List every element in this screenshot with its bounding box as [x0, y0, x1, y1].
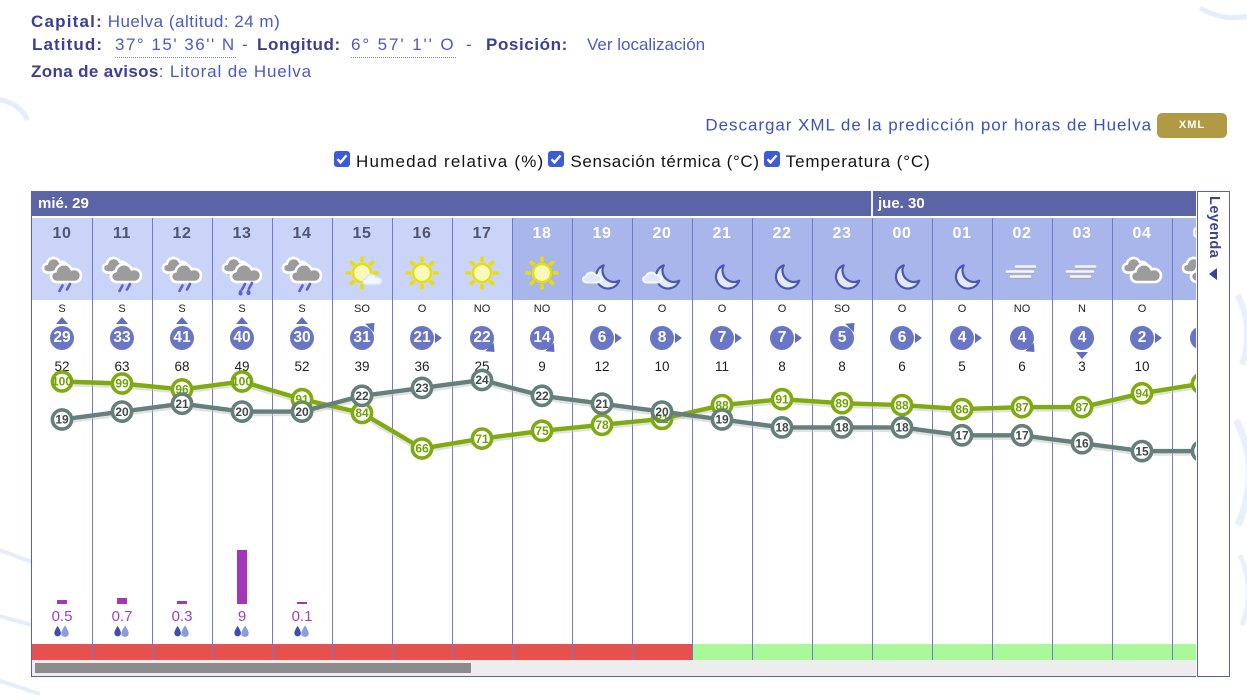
- svg-text:81: 81: [655, 412, 669, 426]
- svg-text:24: 24: [475, 373, 489, 387]
- svg-text:16: 16: [1075, 436, 1089, 450]
- svg-text:88: 88: [895, 398, 909, 412]
- svg-text:88: 88: [715, 398, 729, 412]
- svg-text:18: 18: [835, 421, 849, 435]
- svg-text:18: 18: [895, 421, 909, 435]
- svg-text:19: 19: [55, 413, 69, 427]
- svg-text:21: 21: [595, 397, 609, 411]
- svg-text:100: 100: [52, 375, 72, 389]
- svg-text:21: 21: [175, 397, 189, 411]
- svg-text:78: 78: [595, 418, 609, 432]
- svg-text:15: 15: [1135, 444, 1149, 458]
- svg-text:19: 19: [715, 413, 729, 427]
- svg-text:91: 91: [775, 392, 789, 406]
- svg-text:18: 18: [775, 421, 789, 435]
- svg-text:22: 22: [535, 389, 549, 403]
- svg-text:20: 20: [115, 405, 129, 419]
- svg-text:94: 94: [1135, 387, 1149, 401]
- svg-text:17: 17: [1015, 429, 1029, 443]
- svg-text:84: 84: [355, 406, 369, 420]
- svg-text:100: 100: [232, 375, 252, 389]
- svg-text:17: 17: [955, 429, 969, 443]
- svg-text:20: 20: [655, 405, 669, 419]
- svg-text:20: 20: [295, 405, 309, 419]
- svg-text:91: 91: [295, 392, 309, 406]
- svg-text:87: 87: [1075, 400, 1089, 414]
- svg-text:66: 66: [415, 442, 429, 456]
- svg-text:99: 99: [1195, 377, 1196, 391]
- svg-text:71: 71: [475, 432, 489, 446]
- svg-text:99: 99: [115, 377, 129, 391]
- svg-text:86: 86: [955, 402, 969, 416]
- svg-text:75: 75: [535, 424, 549, 438]
- svg-text:89: 89: [835, 396, 849, 410]
- svg-text:96: 96: [175, 383, 189, 397]
- svg-text:15: 15: [1195, 444, 1196, 458]
- svg-text:87: 87: [1015, 400, 1029, 414]
- svg-text:23: 23: [415, 381, 429, 395]
- svg-text:20: 20: [235, 405, 249, 419]
- svg-text:22: 22: [355, 389, 369, 403]
